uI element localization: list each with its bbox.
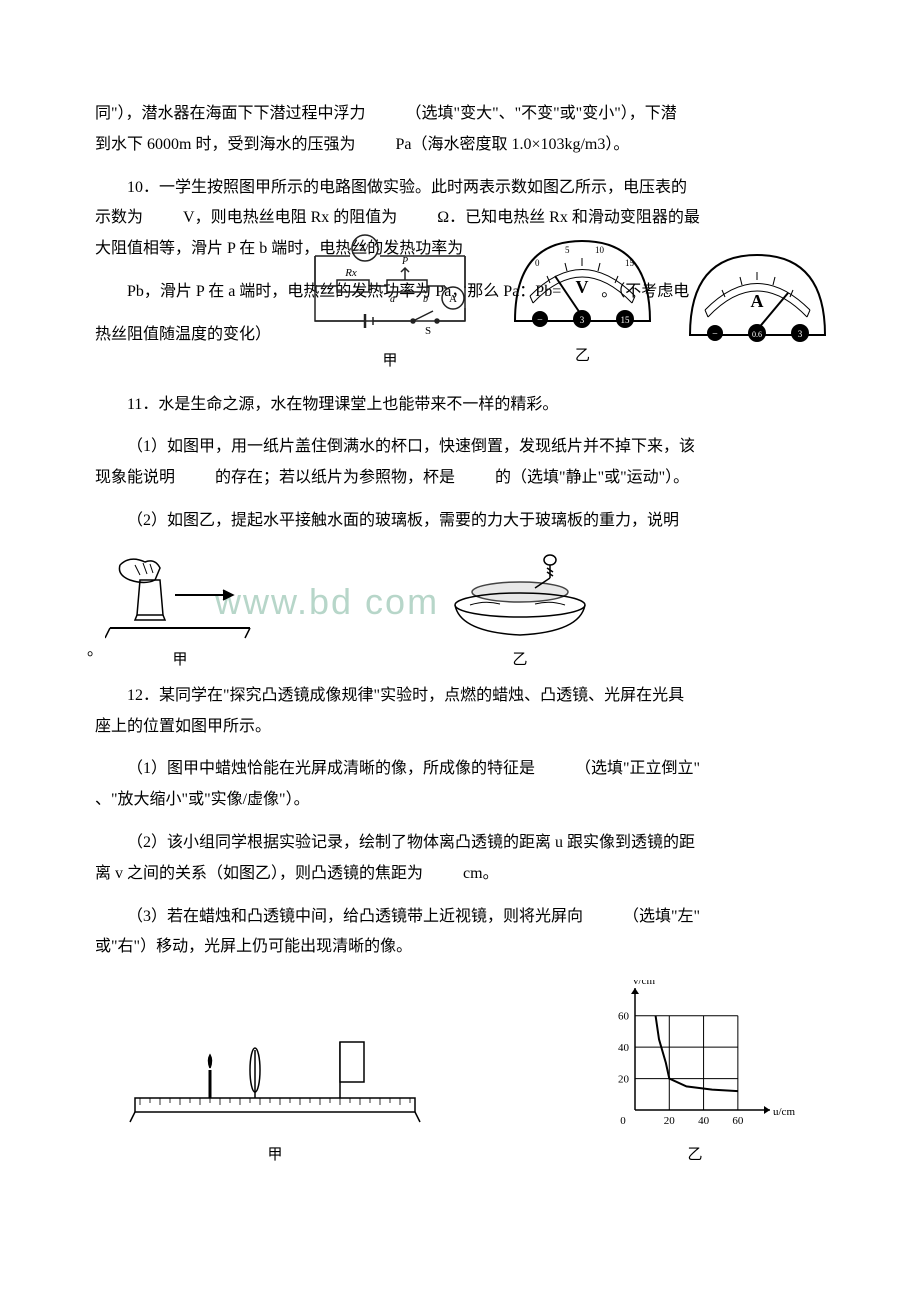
- text: （1）图甲中蜡烛恰能在光屏成清晰的像，所成像的特征是: [127, 760, 535, 777]
- q11-fig-b-label: 乙: [435, 647, 605, 674]
- text: （选填"左": [623, 908, 700, 925]
- svg-text:60: 60: [732, 1115, 744, 1127]
- q11-p0: 11．水是生命之源，水在物理课堂上也能带来不一样的精彩。: [95, 391, 825, 420]
- svg-text:−: −: [537, 315, 543, 326]
- q11-fig-a: 甲: [105, 550, 255, 674]
- text: Pa（海水密度取 1.0×103kg/m3）。: [395, 136, 629, 153]
- voltmeter-fig-label: 乙: [505, 343, 660, 370]
- q10-p1: 10．一学生按照图甲所示的电路图做实验。此时两表示数如图乙所示，电压表的: [95, 174, 825, 203]
- uv-chart: 20 40 60 20 40 60 0 u/cm v/cm: [595, 980, 795, 1140]
- svg-text:V: V: [576, 277, 589, 297]
- text: （1）如图甲，用一纸片盖住倒满水的杯口，快速倒置，发现纸片并不掉下来，该: [127, 438, 695, 455]
- svg-text:Rx: Rx: [344, 267, 357, 279]
- voltmeter-svg: V 0 5 10 15 − 3 15: [505, 231, 660, 341]
- svg-text:10: 10: [595, 245, 605, 255]
- svg-text:0: 0: [535, 258, 540, 268]
- text: （3）若在蜡烛和凸透镜中间，给凸透镜带上近视镜，则将光屏向: [127, 908, 583, 925]
- q12-fig-a-label: 甲: [125, 1142, 425, 1169]
- text: 11．水是生命之源，水在物理课堂上也能带来不一样的精彩。: [127, 396, 558, 413]
- svg-text:60: 60: [618, 1011, 630, 1023]
- q12-p1: （1）图甲中蜡烛恰能在光屏成清晰的像，所成像的特征是 （选填"正立倒立": [95, 755, 825, 784]
- text: 12．某同学在"探究凸透镜成像规律"实验时，点燃的蜡烛、凸透镜、光屏在光具: [127, 687, 684, 704]
- text: 的（选填"静止"或"运动"）。: [495, 469, 689, 486]
- text: 或"右"）移动，光屏上仍可能出现清晰的像。: [95, 938, 412, 955]
- text: （2）该小组同学根据实验记录，绘制了物体离凸透镜的距离 u 跟实像到透镜的距: [127, 834, 695, 851]
- q12-fig-b: 20 40 60 20 40 60 0 u/cm v/cm 乙: [595, 980, 795, 1169]
- svg-text:S: S: [425, 325, 431, 337]
- q10-figures: V A Rx P a b S 甲: [295, 226, 825, 375]
- text: 热丝阻值随温度的变化）: [95, 326, 271, 343]
- q12-fig-a: 甲: [125, 1020, 425, 1169]
- text: 示数为: [95, 209, 143, 226]
- q10-tail-text: 热丝阻值随温度的变化）: [95, 321, 271, 356]
- circuit-label: 甲: [295, 348, 485, 375]
- text: 同"），潜水器在海面下下潜过程中浮力: [95, 105, 366, 122]
- svg-text:0: 0: [620, 1115, 626, 1127]
- voltmeter-figure: V 0 5 10 15 − 3 15 乙: [505, 231, 660, 370]
- q11-p1b: 现象能说明 的存在；若以纸片为参照物，杯是 的（选填"静止"或"运动"）。: [95, 464, 825, 493]
- period: 。: [87, 637, 103, 666]
- text: 座上的位置如图甲所示。: [95, 718, 271, 735]
- svg-text:15: 15: [621, 315, 631, 325]
- svg-text:40: 40: [698, 1115, 710, 1127]
- q9-tail-line1: 同"），潜水器在海面下下潜过程中浮力 （选填"变大"、"不变"或"变小"），下潜: [95, 100, 825, 129]
- q12-p0: 12．某同学在"探究凸透镜成像规律"实验时，点燃的蜡烛、凸透镜、光屏在光具: [95, 682, 825, 711]
- svg-text:20: 20: [664, 1115, 676, 1127]
- svg-text:15: 15: [625, 258, 635, 268]
- svg-text:a: a: [390, 294, 395, 305]
- text: （选填"正立倒立": [575, 760, 700, 777]
- svg-text:b: b: [423, 294, 428, 305]
- q11-fig-a-label: 甲: [105, 647, 255, 674]
- svg-text:A: A: [751, 291, 764, 311]
- svg-text:u/cm: u/cm: [773, 1106, 795, 1118]
- ammeter-label: A: [449, 293, 457, 305]
- q12-fig-b-label: 乙: [595, 1142, 795, 1169]
- text: V，则电热丝电阻 Rx 的阻值为: [183, 209, 397, 226]
- optical-bench-svg: [125, 1020, 425, 1140]
- text: 的存在；若以纸片为参照物，杯是: [215, 469, 455, 486]
- cup-svg: [105, 550, 255, 645]
- svg-text:P: P: [401, 256, 408, 267]
- q12-p3: （3）若在蜡烛和凸透镜中间，给凸透镜带上近视镜，则将光屏向 （选填"左": [95, 903, 825, 932]
- text: 、"放大缩小"或"实像/虚像"）。: [95, 791, 310, 808]
- circuit-diagram: V A Rx P a b S 甲: [295, 226, 485, 375]
- q11-p1: （1）如图甲，用一纸片盖住倒满水的杯口，快速倒置，发现纸片并不掉下来，该: [95, 433, 825, 462]
- q12-p2: （2）该小组同学根据实验记录，绘制了物体离凸透镜的距离 u 跟实像到透镜的距: [95, 829, 825, 858]
- q12-p1c: 、"放大缩小"或"实像/虚像"）。: [95, 786, 825, 815]
- svg-text:3: 3: [798, 329, 803, 339]
- q12-p2b: 离 v 之间的关系（如图乙），则凸透镜的焦距为 cm。: [95, 860, 825, 889]
- svg-text:0.6: 0.6: [752, 330, 762, 339]
- text: 到水下 6000m 时，受到海水的压强为: [95, 136, 355, 153]
- q9-tail-line2: 到水下 6000m 时，受到海水的压强为 Pa（海水密度取 1.0×103kg/…: [95, 131, 825, 160]
- circuit-svg: V A Rx P a b S: [295, 226, 485, 346]
- ammeter-figure: A − 0.6 3: [680, 245, 835, 355]
- q11-figures: 甲 乙: [95, 550, 825, 674]
- text: 现象能说明: [95, 469, 175, 486]
- q12-p3b: 或"右"）移动，光屏上仍可能出现清晰的像。: [95, 933, 825, 962]
- q12-p0b: 座上的位置如图甲所示。: [95, 713, 825, 742]
- text: （2）如图乙，提起水平接触水面的玻璃板，需要的力大于玻璃板的重力，说明: [127, 512, 679, 529]
- svg-text:20: 20: [618, 1074, 630, 1086]
- q11-figures-container: www.bd com: [95, 550, 825, 674]
- text: （选填"变大"、"不变"或"变小"），下潜: [406, 105, 677, 122]
- q11-p2: （2）如图乙，提起水平接触水面的玻璃板，需要的力大于玻璃板的重力，说明: [95, 507, 825, 536]
- text: cm。: [463, 865, 499, 882]
- ammeter-svg: A − 0.6 3: [680, 245, 835, 355]
- q11-fig-b: 乙: [435, 550, 605, 674]
- voltmeter-label: V: [361, 241, 370, 255]
- svg-text:−: −: [712, 329, 718, 340]
- text: 离 v 之间的关系（如图乙），则凸透镜的焦距为: [95, 865, 423, 882]
- glass-plate-svg: [435, 550, 605, 645]
- text: Ω．已知电热丝 Rx 和滑动变阻器的最: [437, 209, 700, 226]
- svg-text:40: 40: [618, 1042, 630, 1054]
- q12-figures: 甲 20 40 60 20 40 60 0 u/cm v/cm 乙: [95, 980, 825, 1169]
- svg-text:v/cm: v/cm: [633, 980, 655, 987]
- svg-text:5: 5: [565, 245, 570, 255]
- svg-text:3: 3: [580, 315, 585, 325]
- text: 10．一学生按照图甲所示的电路图做实验。此时两表示数如图乙所示，电压表的: [127, 179, 687, 196]
